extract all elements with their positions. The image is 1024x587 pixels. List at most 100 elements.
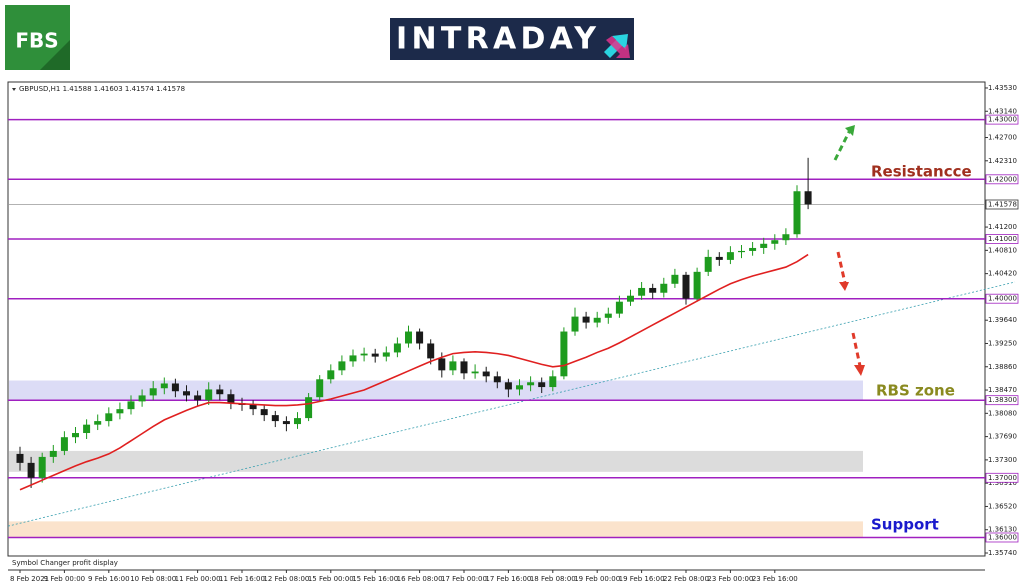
y-tick-label: 1.36130 xyxy=(988,526,1017,534)
candle-body xyxy=(638,287,646,296)
level-box xyxy=(985,395,1019,406)
candle-body xyxy=(305,397,313,419)
candle-body xyxy=(282,421,290,425)
candle-body xyxy=(582,316,590,323)
x-tick-label: 9 Feb 16:00 xyxy=(88,575,129,583)
moving-average xyxy=(19,253,809,491)
candle-body xyxy=(715,256,723,260)
candle-body xyxy=(660,283,668,293)
candle-body xyxy=(693,271,701,299)
x-tick-label: 15 Feb 00:00 xyxy=(308,575,354,583)
candle-body xyxy=(782,234,790,241)
candle-body xyxy=(538,382,546,388)
candle-body xyxy=(27,462,35,478)
candle-body xyxy=(738,250,745,253)
arrow-down-head xyxy=(854,365,865,376)
level-label: 1.37000 xyxy=(988,474,1017,482)
annotation: RBS zone xyxy=(876,382,955,400)
x-tick-label: 18 Feb 08:00 xyxy=(530,575,576,583)
level-box xyxy=(985,114,1019,125)
x-tick-label: 23 Feb 16:00 xyxy=(752,575,798,583)
candle-body xyxy=(393,343,401,353)
candle-body xyxy=(649,287,657,293)
fbs-logo: FBS xyxy=(5,5,70,70)
x-tick-label: 10 Feb 08:00 xyxy=(130,575,176,583)
x-tick-label: 19 Feb 00:00 xyxy=(574,575,620,583)
candle-body xyxy=(549,376,557,388)
y-tick-label: 1.38860 xyxy=(988,363,1017,371)
candle-body xyxy=(416,331,424,344)
arrows xyxy=(833,125,865,376)
arrow-up-head xyxy=(845,125,855,136)
candle-body xyxy=(793,191,801,235)
intraday-banner: INTRADAY xyxy=(390,18,634,60)
candle-body xyxy=(138,395,146,402)
y-tick-label: 1.38080 xyxy=(988,409,1017,417)
candle-body xyxy=(627,295,634,302)
candle-body xyxy=(160,383,168,389)
y-tick-label: 1.39640 xyxy=(988,316,1017,324)
level-box xyxy=(985,293,1019,304)
candle-body xyxy=(260,409,268,416)
logo-text: FBS xyxy=(15,29,58,53)
candle-body xyxy=(316,379,324,398)
candle-body xyxy=(771,240,779,244)
candle-body xyxy=(760,243,768,248)
candle-body xyxy=(127,401,135,410)
current-price-label: 1.41578 xyxy=(988,200,1017,208)
candle-body xyxy=(371,353,379,357)
candle-body xyxy=(438,358,446,371)
candle-body xyxy=(116,409,124,414)
x-tick-label: 17 Feb 00:00 xyxy=(441,575,487,583)
level-label: 1.41000 xyxy=(988,235,1017,243)
y-tick-label: 1.38470 xyxy=(988,386,1017,394)
level-label: 1.36000 xyxy=(988,533,1017,541)
candle-body xyxy=(338,361,346,371)
level-box xyxy=(985,532,1019,543)
banner-arrow-down xyxy=(606,36,630,58)
level-label: 1.43000 xyxy=(988,116,1017,124)
candle-body xyxy=(205,389,213,401)
x-tick-label: 9 Feb 00:00 xyxy=(44,575,85,583)
y-tick-label: 1.43140 xyxy=(988,107,1017,115)
candle-body xyxy=(227,394,235,404)
candle-body xyxy=(271,415,279,422)
candle-body xyxy=(615,301,623,314)
y-tick-label: 1.36910 xyxy=(988,479,1017,487)
candle-body xyxy=(171,383,179,392)
candle-body xyxy=(516,385,523,390)
x-tick-label: 17 Feb 16:00 xyxy=(485,575,531,583)
x-tick-label: 23 Feb 00:00 xyxy=(707,575,753,583)
arrow-down xyxy=(836,251,847,284)
candle-body xyxy=(360,353,368,356)
y-tick-label: 1.35740 xyxy=(988,549,1017,557)
annotation: Support xyxy=(871,516,939,534)
x-tick-label: 12 Feb 08:00 xyxy=(263,575,309,583)
arrow-up xyxy=(833,129,852,161)
level-box xyxy=(985,472,1019,483)
candle-body xyxy=(682,274,690,299)
candle-body xyxy=(571,316,579,332)
candle-body xyxy=(671,274,679,284)
y-tick-label: 1.43530 xyxy=(988,84,1017,92)
candle-body xyxy=(60,437,68,451)
candle-body xyxy=(804,191,812,205)
level-box xyxy=(985,234,1019,244)
y-tick-label: 1.37690 xyxy=(988,433,1017,441)
y-tick-label: 1.41200 xyxy=(988,223,1017,231)
y-tick-label: 1.39250 xyxy=(988,339,1017,347)
candle-body xyxy=(94,421,102,425)
y-tick-label: 1.40420 xyxy=(988,270,1017,278)
chart-title: GBPUSD,H1 1.41588 1.41603 1.41574 1.4157… xyxy=(19,85,185,93)
candle-body xyxy=(382,352,390,357)
x-tick-label: 11 Feb 00:00 xyxy=(175,575,221,583)
current-price-box xyxy=(985,199,1019,210)
candle-body xyxy=(105,413,113,422)
candle-body xyxy=(294,418,301,425)
zone xyxy=(9,450,863,472)
annotation: Resistancce xyxy=(871,163,972,181)
candle-body xyxy=(471,371,479,374)
candle-body xyxy=(604,313,612,318)
trend-line xyxy=(7,281,1016,527)
